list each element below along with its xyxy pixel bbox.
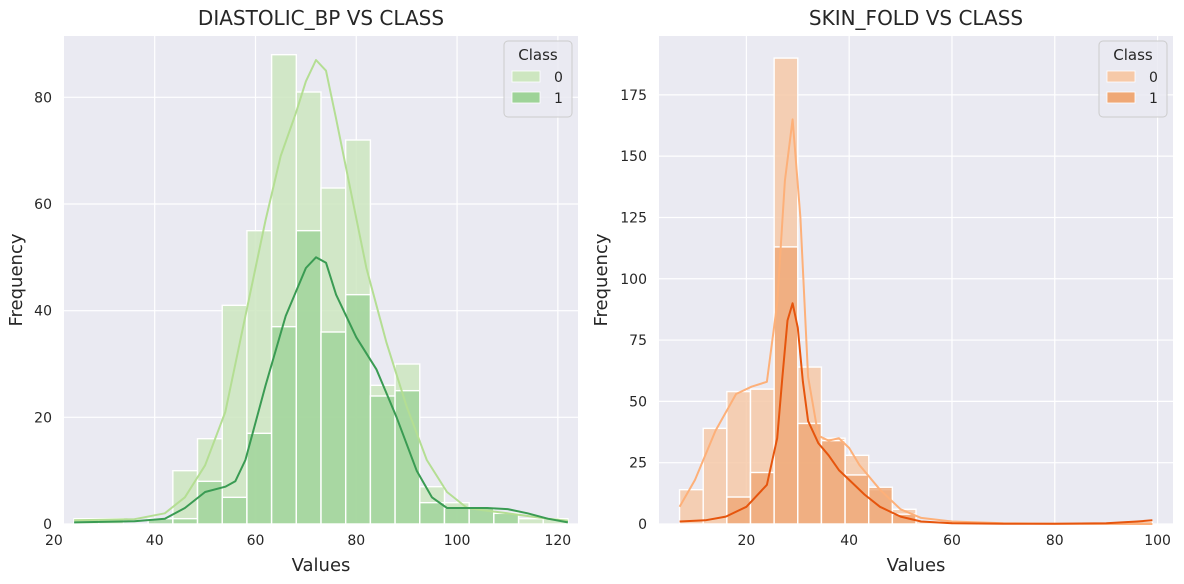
histogram-bar bbox=[443, 507, 470, 525]
y-tick-label: 150 bbox=[620, 149, 647, 165]
y-tick-label: 60 bbox=[34, 197, 52, 213]
histogram-bar bbox=[868, 486, 894, 525]
y-tick-label: 50 bbox=[629, 394, 647, 410]
x-tick-label: 80 bbox=[1046, 533, 1064, 549]
chart-title: SKIN_FOLD VS CLASS bbox=[809, 6, 1023, 30]
x-tick-label: 80 bbox=[347, 533, 365, 549]
x-tick-label: 40 bbox=[840, 533, 858, 549]
histogram-bar bbox=[820, 439, 846, 525]
y-tick-label: 25 bbox=[629, 456, 647, 472]
y-tick-label: 20 bbox=[34, 410, 52, 426]
y-tick-label: 125 bbox=[620, 210, 647, 226]
x-tick-label: 60 bbox=[247, 533, 265, 549]
histogram-bar bbox=[678, 488, 704, 525]
legend: Class 0 1 bbox=[1098, 40, 1168, 118]
y-tick-label: 75 bbox=[629, 333, 647, 349]
legend-label: 0 bbox=[554, 70, 563, 86]
x-axis-label: Values bbox=[292, 555, 351, 576]
y-tick-label: 175 bbox=[620, 88, 647, 104]
series-1-bars bbox=[147, 229, 520, 525]
kde-line-0 bbox=[678, 118, 1153, 525]
x-axis-label: Values bbox=[887, 555, 946, 576]
kde-line-1 bbox=[74, 256, 569, 524]
histogram-bar bbox=[369, 395, 396, 525]
y-axis-label: Frequency bbox=[6, 233, 27, 326]
x-tick-label: 20 bbox=[45, 533, 63, 549]
legend-swatch bbox=[511, 91, 541, 104]
histogram-bar bbox=[773, 246, 799, 525]
histogram-bar bbox=[295, 229, 322, 525]
histogram-bar bbox=[320, 331, 347, 525]
histogram-bar bbox=[419, 501, 446, 525]
histogram-bar bbox=[797, 422, 823, 525]
histogram-bar bbox=[246, 432, 273, 525]
histogram-bar bbox=[221, 304, 248, 525]
histogram-bar bbox=[221, 496, 248, 525]
legend-label: 1 bbox=[554, 91, 563, 107]
legend-label: 0 bbox=[1149, 70, 1158, 86]
histogram-bar bbox=[270, 325, 298, 525]
x-tick-label: 60 bbox=[943, 533, 961, 549]
chart-1: 20 40 60 80 100 0 25 50 75 100 125 150 175 SKIN_FOLD … bbox=[591, 6, 1173, 576]
x-tick-label: 100 bbox=[444, 533, 471, 549]
x-tick-label: 100 bbox=[1144, 533, 1171, 549]
y-tick-label: 0 bbox=[638, 517, 647, 533]
histogram-bar bbox=[394, 389, 421, 525]
y-tick-label: 40 bbox=[34, 304, 52, 320]
legend-label: 1 bbox=[1149, 91, 1158, 107]
legend-swatch bbox=[1106, 91, 1136, 104]
y-tick-label: 100 bbox=[620, 272, 647, 288]
series-1-bars bbox=[726, 246, 1154, 525]
y-axis-label: Frequency bbox=[591, 233, 612, 326]
legend-title: Class bbox=[1113, 46, 1153, 64]
kde-line-1 bbox=[679, 302, 1153, 525]
legend-title: Class bbox=[518, 46, 558, 64]
histogram-bar bbox=[517, 517, 544, 525]
legend-swatch bbox=[511, 70, 541, 83]
kde-line-0 bbox=[74, 59, 569, 522]
x-tick-label: 40 bbox=[146, 533, 164, 549]
legend-swatch bbox=[1106, 70, 1136, 83]
y-tick-label: 80 bbox=[34, 90, 52, 106]
histogram-bar bbox=[891, 513, 917, 525]
histogram-bar bbox=[172, 517, 199, 525]
histogram-bar bbox=[844, 474, 870, 525]
y-tick-label: 0 bbox=[43, 517, 52, 533]
x-tick-label: 20 bbox=[737, 533, 755, 549]
histogram-bar bbox=[702, 427, 728, 525]
legend: Class 0 1 bbox=[503, 40, 573, 118]
x-tick-label: 120 bbox=[544, 533, 571, 549]
chart-title: DIASTOLIC_BP VS CLASS bbox=[198, 6, 444, 30]
histogram-bar bbox=[344, 293, 372, 525]
